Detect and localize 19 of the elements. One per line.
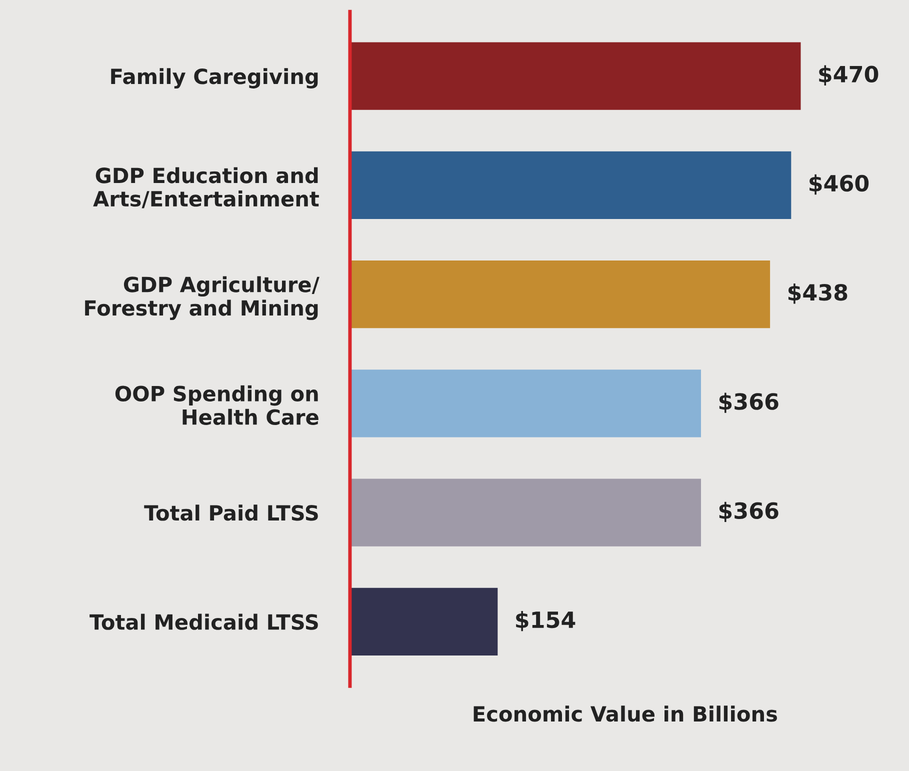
y-tick-label: Total Medicaid LTSS (90, 614, 318, 630)
data-label: $366 (719, 502, 778, 522)
data-label: $438 (788, 284, 848, 304)
bar (350, 588, 498, 656)
y-tick-label: GDP Education and Arts/Entertainment (93, 167, 319, 208)
bar (350, 151, 792, 220)
data-label: $470 (819, 65, 878, 86)
y-tick-label: Family Caregiving (111, 68, 318, 88)
y-tick-label: OOP Spending on Health Care (115, 385, 318, 425)
y-tick-label: GDP Agriculture/ Forestry and Mining (85, 276, 320, 320)
bar (350, 260, 770, 328)
bar (350, 42, 801, 110)
y-tick-label: Total Paid LTSS (144, 504, 318, 521)
data-label: $460 (810, 174, 869, 195)
bar (350, 478, 701, 546)
x-axis-title: Economic Value in Billions (474, 706, 777, 722)
data-label: $154 (516, 610, 576, 632)
bar (350, 370, 701, 438)
data-label: $366 (719, 392, 778, 413)
